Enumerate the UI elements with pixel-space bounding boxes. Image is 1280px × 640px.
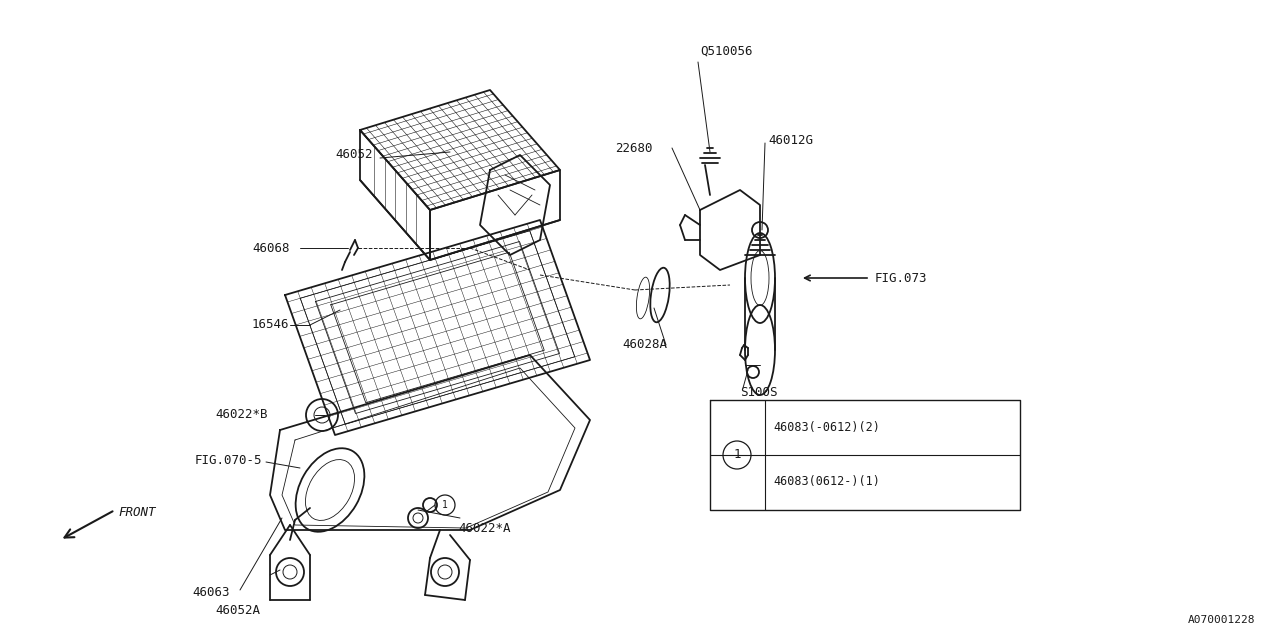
Text: 46083(0612-)(1): 46083(0612-)(1) [773, 476, 879, 488]
Text: A070001228: A070001228 [1188, 615, 1254, 625]
Text: 46022*A: 46022*A [458, 522, 511, 534]
Text: 46068: 46068 [252, 241, 289, 255]
Text: 46012G: 46012G [768, 134, 813, 147]
Text: 16546: 16546 [252, 319, 289, 332]
Text: 46052: 46052 [335, 148, 372, 161]
Text: 1: 1 [733, 449, 741, 461]
Text: S100S: S100S [740, 385, 777, 399]
Text: 46052A: 46052A [215, 604, 260, 616]
Text: FRONT: FRONT [118, 506, 155, 518]
Text: 46063: 46063 [192, 586, 229, 598]
Text: Q510056: Q510056 [700, 45, 753, 58]
Text: 22680: 22680 [614, 141, 653, 154]
Text: 46028A: 46028A [622, 339, 667, 351]
Text: 46022*B: 46022*B [215, 408, 268, 422]
Text: 46083(-0612)(2): 46083(-0612)(2) [773, 420, 879, 433]
Text: 1: 1 [442, 500, 448, 510]
Text: FIG.073: FIG.073 [876, 271, 928, 285]
Text: FIG.070-5: FIG.070-5 [195, 454, 262, 467]
